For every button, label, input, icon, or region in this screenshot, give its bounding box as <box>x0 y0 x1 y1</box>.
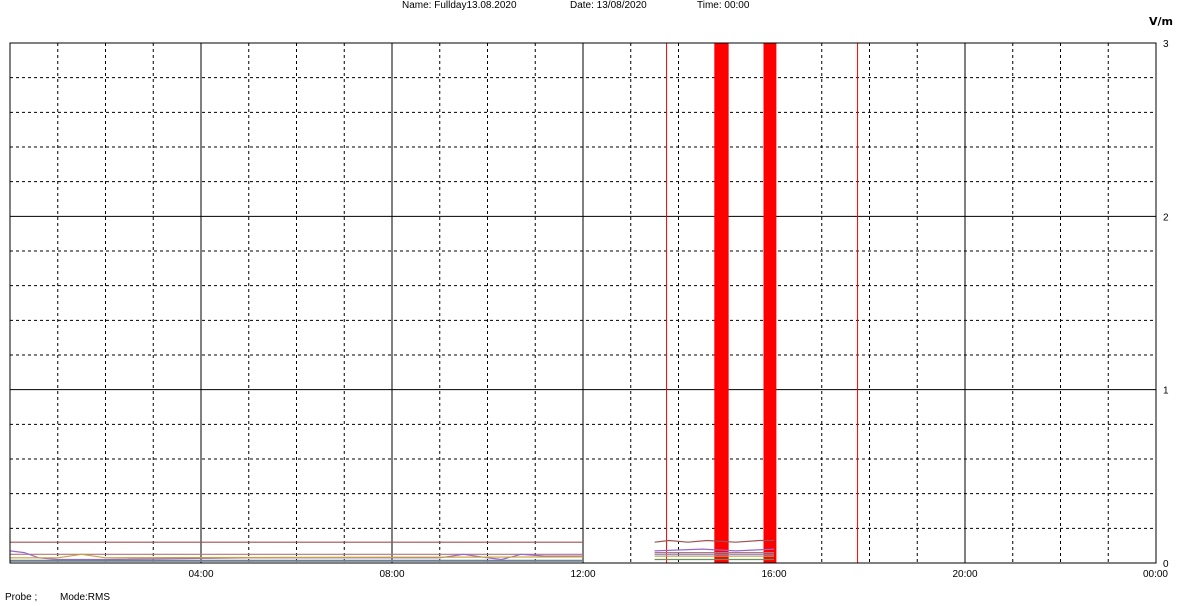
plot-frame <box>9 42 1157 564</box>
x-tick-label: 00:00 <box>1143 569 1168 580</box>
series-1-line <box>654 539 774 543</box>
grid <box>10 43 1156 563</box>
y-tick-label: 3 <box>1163 39 1169 50</box>
probe-label: Probe ; <box>5 592 38 603</box>
x-tick-label: 20:00 <box>952 569 977 580</box>
x-tick-label: 04:00 <box>188 569 213 580</box>
y-tick-label: 2 <box>1163 212 1169 223</box>
y-axis: 0 1 2 3 <box>1163 39 1169 570</box>
marker-band <box>763 43 777 563</box>
mode-label: Mode:RMS <box>60 592 111 603</box>
header-time: Time: 00:00 <box>697 0 750 11</box>
y-tick-label: 0 <box>1163 559 1169 570</box>
header-date: Date: 13/08/2020 <box>570 0 647 11</box>
x-tick-label: 08:00 <box>379 569 404 580</box>
marker-band <box>714 43 729 563</box>
series-3-line <box>654 548 775 552</box>
y-axis-label: V/m <box>1149 15 1173 28</box>
y-tick-label: 1 <box>1163 386 1169 397</box>
series <box>9 539 775 562</box>
x-tick-label: 16:00 <box>761 569 786 580</box>
x-tick-label: 12:00 <box>570 569 595 580</box>
series-4-line <box>10 553 584 559</box>
markers <box>666 43 859 563</box>
x-axis: 04:00 08:00 12:00 16:00 20:00 00:00 <box>188 569 1168 580</box>
header-name: Name: Fullday13.08.2020 <box>402 0 517 11</box>
